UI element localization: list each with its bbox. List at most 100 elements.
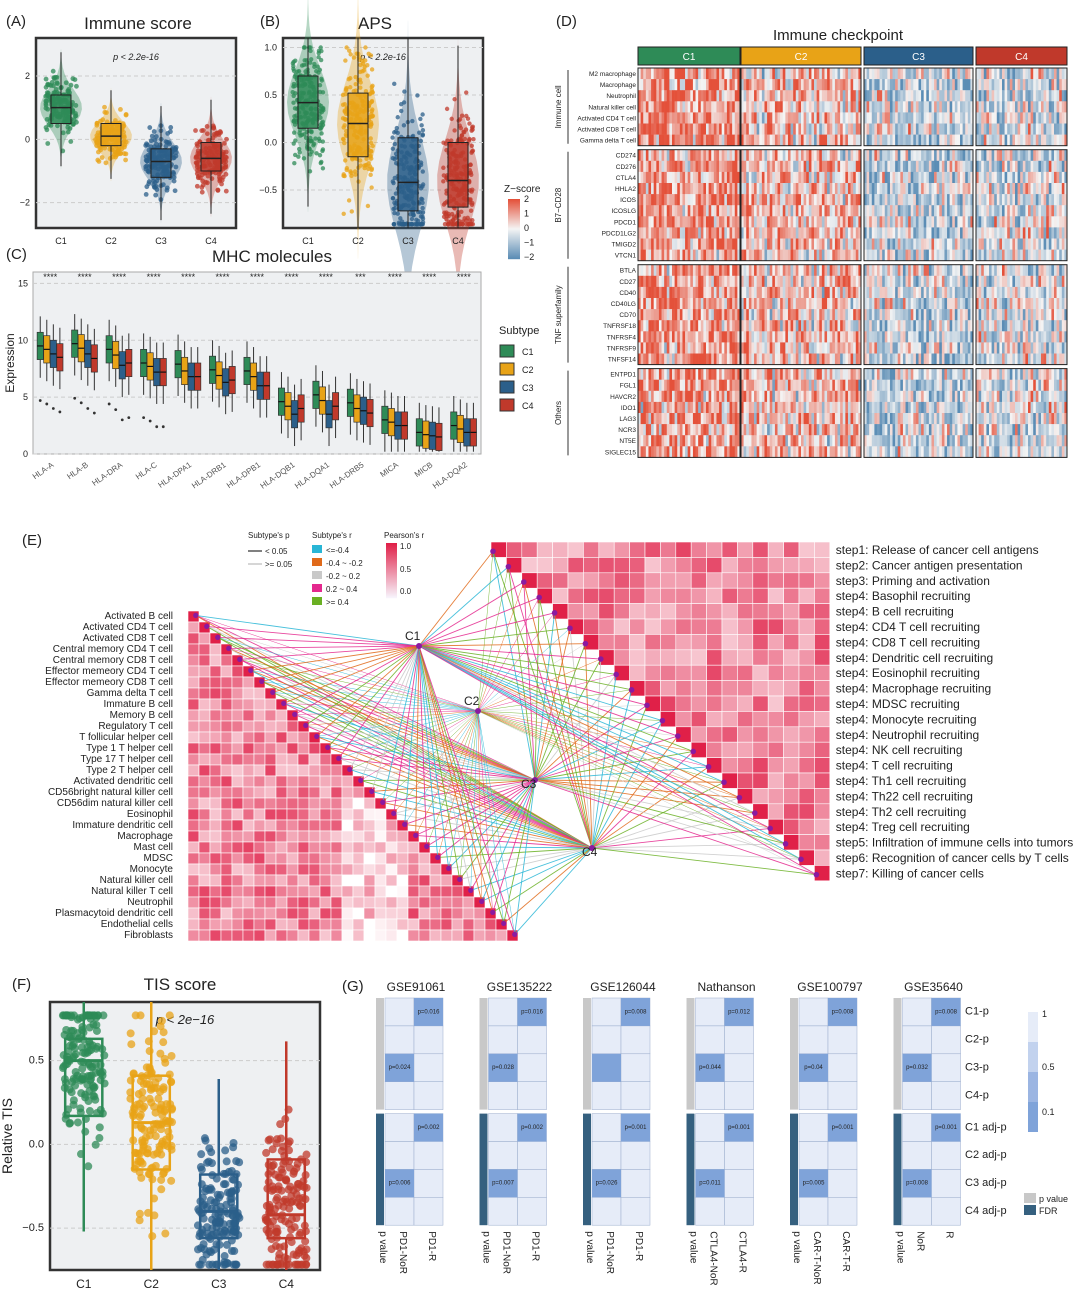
heat-cell [764, 90, 768, 102]
heat-cell [721, 205, 725, 217]
heat-cell [944, 112, 948, 124]
heat-cell [777, 149, 781, 162]
heat-cell [1020, 194, 1024, 206]
heat-cell [798, 123, 802, 135]
heat-cell [801, 238, 804, 250]
heat-cell [764, 112, 768, 124]
heat-cell [1015, 149, 1018, 162]
heat-cell [698, 160, 702, 173]
heat-cell [780, 205, 784, 217]
heat-cell [746, 238, 750, 250]
heat-cell [1009, 112, 1013, 124]
heat-cell [947, 249, 950, 261]
heat-cell [874, 171, 878, 184]
heat-cell [991, 149, 995, 162]
heat-cell [1043, 216, 1047, 228]
heat-cell [814, 79, 817, 91]
heat-cell [648, 353, 652, 365]
heat-cell [962, 68, 966, 80]
point-C2 [348, 52, 353, 57]
heat-cell [871, 90, 875, 102]
heat-cell [640, 320, 644, 332]
heat-cell [928, 227, 932, 239]
heat-cell [1046, 238, 1050, 250]
heat-cell [1048, 216, 1052, 228]
heat-cell [840, 160, 844, 173]
heat-cell [1054, 216, 1057, 228]
heat-cell [658, 216, 662, 228]
significance-stars: **** [216, 272, 231, 282]
heat-cell [648, 183, 652, 195]
heat-cell [1004, 171, 1008, 184]
heat-cell [1035, 249, 1039, 261]
heat-cell [672, 286, 675, 299]
heat-cell [949, 238, 953, 250]
heat-cell [928, 149, 932, 162]
heat-cell [1015, 160, 1018, 173]
heat-cell [674, 101, 678, 113]
heat-cell [996, 238, 1000, 250]
heat-cell [664, 134, 668, 146]
heat-cell [999, 238, 1003, 250]
heat-cell [679, 149, 683, 162]
heat-cell [643, 160, 647, 173]
heat-cell [947, 216, 950, 228]
heat-cell [695, 238, 699, 250]
point-C3 [418, 116, 423, 122]
heat-cell [656, 249, 660, 261]
heat-cell [965, 101, 969, 113]
heat-cell [692, 134, 696, 146]
heat-cell [1012, 238, 1016, 250]
point-C1 [292, 130, 297, 135]
heat-cell [672, 216, 675, 228]
heat-cell [994, 112, 998, 124]
heat-cell [777, 275, 781, 288]
heat-cell [756, 79, 760, 91]
point-C3 [390, 156, 396, 161]
heat-cell [679, 134, 683, 146]
heat-cell [978, 112, 982, 124]
heat-cell [658, 227, 662, 239]
heat-cell [721, 123, 725, 135]
heat-cell [677, 79, 681, 91]
heat-cell [989, 238, 992, 250]
heat-cell [716, 227, 720, 239]
heat-cell [726, 342, 730, 354]
point-C2 [341, 211, 346, 216]
heat-cell [957, 249, 961, 261]
heat-cell [832, 171, 836, 184]
heat-cell [721, 149, 725, 162]
heat-cell [774, 134, 778, 146]
heat-cell [1056, 79, 1060, 91]
heat-cell [926, 90, 930, 102]
point-C2 [368, 136, 373, 141]
heat-cell [960, 227, 963, 239]
point-C1 [45, 141, 51, 146]
heat-cell [957, 227, 961, 239]
heat-cell [811, 216, 815, 228]
heat-cell [751, 123, 755, 135]
heat-cell [658, 194, 662, 206]
heat-cell [795, 275, 799, 288]
heat-cell [661, 68, 665, 80]
heat-cell [996, 183, 1000, 195]
heat-cell [905, 134, 909, 146]
heat-cell [648, 320, 652, 332]
heat-cell [756, 90, 760, 102]
heat-cell [879, 238, 883, 250]
heat-cell [931, 205, 935, 217]
heat-cell [965, 79, 969, 91]
heat-cell [952, 149, 956, 162]
heat-cell [954, 183, 958, 195]
heat-cell [754, 149, 757, 162]
heat-cell [967, 249, 971, 261]
heat-cell [962, 183, 966, 195]
heat-cell [782, 264, 786, 277]
heat-cell [729, 286, 733, 299]
heat-cell [748, 249, 752, 261]
heat-cell [711, 68, 715, 80]
heat-cell [1046, 134, 1050, 146]
heat-cell [910, 160, 914, 173]
heat-cell [814, 68, 817, 80]
heat-cell [1002, 90, 1005, 102]
